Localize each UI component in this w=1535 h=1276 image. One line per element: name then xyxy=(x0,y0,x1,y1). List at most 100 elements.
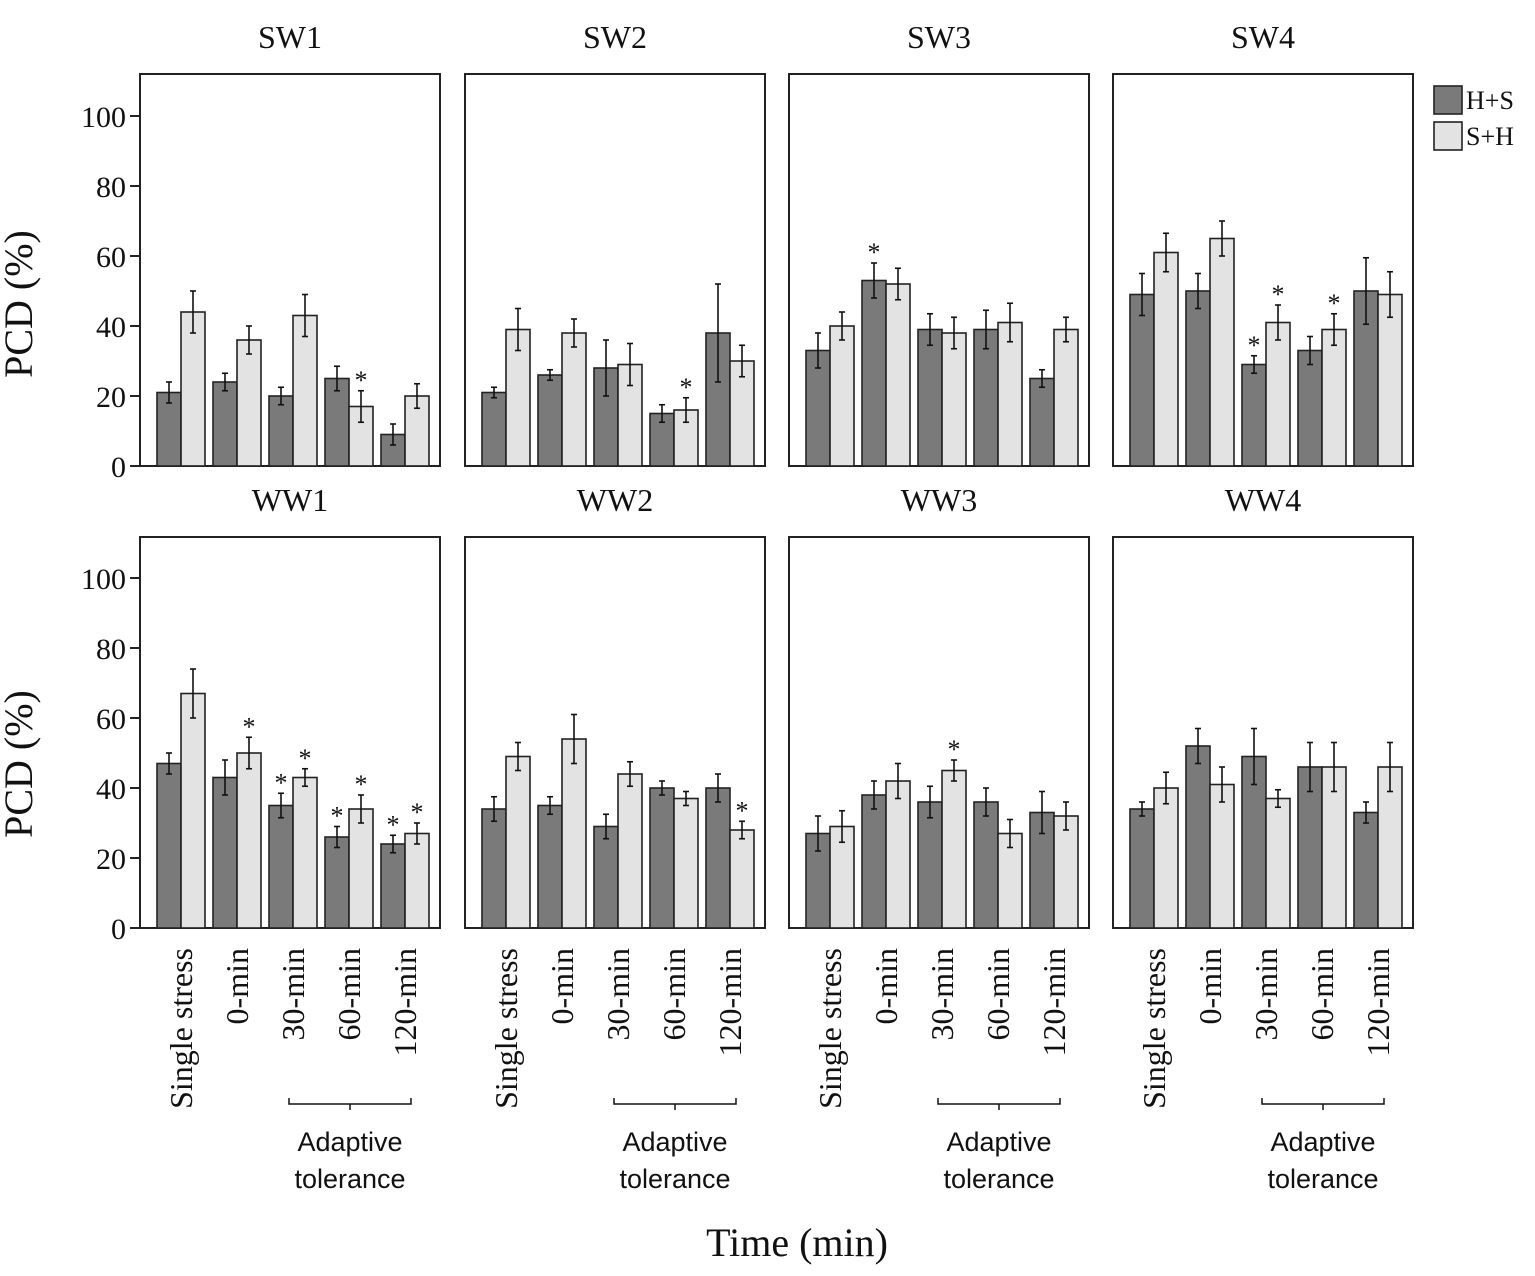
bracket-label-line1: Adaptive xyxy=(946,1127,1051,1157)
panel-title: WW3 xyxy=(901,482,977,518)
bracket-label-line2: tolerance xyxy=(619,1164,730,1194)
significance-marker: * xyxy=(1248,331,1261,360)
y-tick-label: 20 xyxy=(96,843,126,876)
bar-hs xyxy=(1297,349,1323,467)
bar-sh xyxy=(1321,328,1347,467)
bar-hs xyxy=(861,279,887,467)
bar-sh xyxy=(180,311,206,467)
bar-hs xyxy=(1129,293,1155,467)
bar-hs xyxy=(481,808,507,929)
adaptive-bracket xyxy=(613,1098,737,1110)
adaptive-bracket xyxy=(1261,1098,1385,1110)
category-label: Single stress xyxy=(1136,948,1172,1109)
bar-hs xyxy=(537,804,563,929)
bar-hs xyxy=(212,381,238,467)
y-tick-label: 80 xyxy=(96,633,126,666)
y-tick-label: 20 xyxy=(96,381,126,414)
category-label: 0-min xyxy=(219,948,255,1024)
category-label: Single stress xyxy=(812,948,848,1109)
bar-sh xyxy=(617,773,643,929)
y-tick-label: 40 xyxy=(96,773,126,806)
bar-sh xyxy=(885,283,911,467)
legend-swatch xyxy=(1433,85,1463,115)
significance-marker: * xyxy=(243,712,256,741)
significance-marker: * xyxy=(331,802,344,831)
significance-marker: * xyxy=(736,796,749,825)
bar-sh xyxy=(941,332,967,467)
bar-hs xyxy=(324,377,350,467)
bar-hs xyxy=(1185,290,1211,467)
significance-marker: * xyxy=(411,798,424,827)
adaptive-bracket xyxy=(288,1098,412,1110)
bar-sh xyxy=(292,314,318,467)
adaptive-bracket xyxy=(937,1098,1061,1110)
panel-title: WW2 xyxy=(577,482,653,518)
category-label: 30-min xyxy=(1248,948,1284,1040)
category-label: 0-min xyxy=(1192,948,1228,1024)
panel-ww4: WW4 xyxy=(1112,482,1414,929)
panel-sw2: SW2 * xyxy=(464,19,766,467)
category-label: 120-min xyxy=(712,948,748,1056)
bar-sh xyxy=(1321,766,1347,929)
category-label: 60-min xyxy=(1304,948,1340,1040)
bar-hs xyxy=(212,776,238,929)
panel-title: WW1 xyxy=(252,482,328,518)
y-tick-label: 60 xyxy=(96,241,126,274)
y-tick-label: 40 xyxy=(96,311,126,344)
bar-sh xyxy=(1265,797,1291,929)
bar-sh xyxy=(829,325,855,467)
significance-marker: * xyxy=(275,768,288,797)
bar-sh xyxy=(1377,766,1403,929)
bar-hs xyxy=(1029,377,1055,467)
bracket-label-line2: tolerance xyxy=(943,1164,1054,1194)
category-label: 60-min xyxy=(656,948,692,1040)
bar-sh xyxy=(292,776,318,929)
bar-hs xyxy=(1353,811,1379,929)
significance-marker: * xyxy=(1272,280,1285,309)
panel-title: SW3 xyxy=(907,19,971,55)
bar-sh xyxy=(1265,321,1291,467)
bar-hs xyxy=(1129,808,1155,929)
y-tick-label: 100 xyxy=(81,101,126,134)
significance-marker: * xyxy=(1328,289,1341,318)
category-label: 30-min xyxy=(924,948,960,1040)
bar-sh xyxy=(1153,251,1179,467)
bar-hs xyxy=(805,349,831,467)
bar-sh xyxy=(997,321,1023,467)
bar-hs xyxy=(1241,363,1267,467)
significance-marker: * xyxy=(948,735,961,764)
category-label: 30-min xyxy=(600,948,636,1040)
legend-swatch xyxy=(1433,121,1463,151)
panels: SW1 0 20 40 60 80 100 * SW2 * SW3 * SW4 * * * WW1 0 20 40 60… xyxy=(81,19,1414,946)
significance-marker: * xyxy=(355,366,368,395)
bar-sh xyxy=(729,829,755,929)
x-axis-label: Time (min) xyxy=(706,1220,888,1265)
bar-hs xyxy=(861,794,887,929)
category-label: 60-min xyxy=(331,948,367,1040)
bar-hs xyxy=(268,804,294,929)
bracket-label-line2: tolerance xyxy=(1267,1164,1378,1194)
panel-ww1: WW1 0 20 40 60 80 100 * * * * * * * xyxy=(81,482,441,946)
category-axis: Single stress 0-min 30-min 60-min 120-min Ada… xyxy=(163,948,1396,1194)
legend-label: H+S xyxy=(1466,86,1514,115)
bar-sh xyxy=(1053,815,1079,929)
y-axis-label-bottom: PCD (%) xyxy=(0,690,41,838)
bar-hs xyxy=(537,374,563,467)
bar-hs xyxy=(649,787,675,929)
bar-sh xyxy=(885,780,911,929)
bar-sh xyxy=(180,692,206,929)
significance-marker: * xyxy=(299,744,312,773)
bar-hs xyxy=(380,843,406,929)
bar-sh xyxy=(404,832,430,929)
bar-sh xyxy=(1153,787,1179,929)
bar-sh xyxy=(236,339,262,467)
bar-hs xyxy=(973,801,999,929)
category-label: Single stress xyxy=(488,948,524,1109)
category-label: 0-min xyxy=(544,948,580,1024)
panel-sw4: SW4 * * * xyxy=(1112,19,1414,467)
bar-sh xyxy=(561,332,587,467)
category-label: 120-min xyxy=(387,948,423,1056)
significance-marker: * xyxy=(680,373,693,402)
bar-sh xyxy=(236,752,262,929)
